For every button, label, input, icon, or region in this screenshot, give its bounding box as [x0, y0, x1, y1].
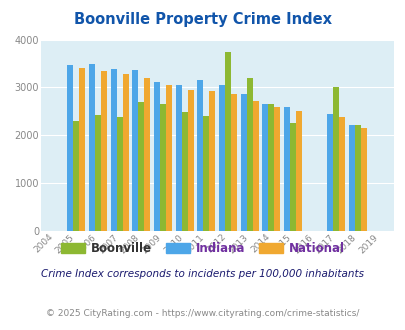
Text: © 2025 CityRating.com - https://www.cityrating.com/crime-statistics/: © 2025 CityRating.com - https://www.city…	[46, 309, 359, 317]
Bar	[95, 115, 101, 231]
Bar	[268, 104, 274, 231]
Bar	[73, 121, 79, 231]
Text: Crime Index corresponds to incidents per 100,000 inhabitants: Crime Index corresponds to incidents per…	[41, 269, 364, 279]
Bar	[252, 101, 258, 231]
Bar	[354, 125, 360, 231]
Bar	[295, 112, 301, 231]
Legend: Boonville, Indiana, National: Boonville, Indiana, National	[61, 242, 344, 255]
Bar	[283, 107, 289, 231]
Bar	[218, 85, 224, 231]
Bar	[110, 69, 116, 231]
Bar	[116, 117, 122, 231]
Bar	[360, 128, 366, 231]
Bar	[181, 112, 187, 231]
Bar	[348, 125, 354, 231]
Bar	[79, 68, 85, 231]
Bar	[262, 104, 268, 231]
Bar	[203, 116, 209, 231]
Bar	[153, 82, 160, 231]
Bar	[187, 90, 193, 231]
Bar	[122, 74, 128, 231]
Bar	[274, 107, 280, 231]
Bar	[89, 63, 95, 231]
Bar	[197, 80, 203, 231]
Bar	[333, 87, 339, 231]
Bar	[132, 70, 138, 231]
Bar	[175, 85, 181, 231]
Bar	[339, 116, 345, 231]
Bar	[209, 91, 215, 231]
Bar	[166, 85, 172, 231]
Text: Boonville Property Crime Index: Boonville Property Crime Index	[74, 12, 331, 26]
Bar	[144, 78, 150, 231]
Bar	[224, 51, 230, 231]
Bar	[67, 65, 73, 231]
Bar	[160, 104, 166, 231]
Bar	[240, 94, 246, 231]
Bar	[289, 123, 295, 231]
Bar	[326, 114, 333, 231]
Bar	[246, 78, 252, 231]
Bar	[101, 71, 107, 231]
Bar	[138, 102, 144, 231]
Bar	[230, 94, 237, 231]
